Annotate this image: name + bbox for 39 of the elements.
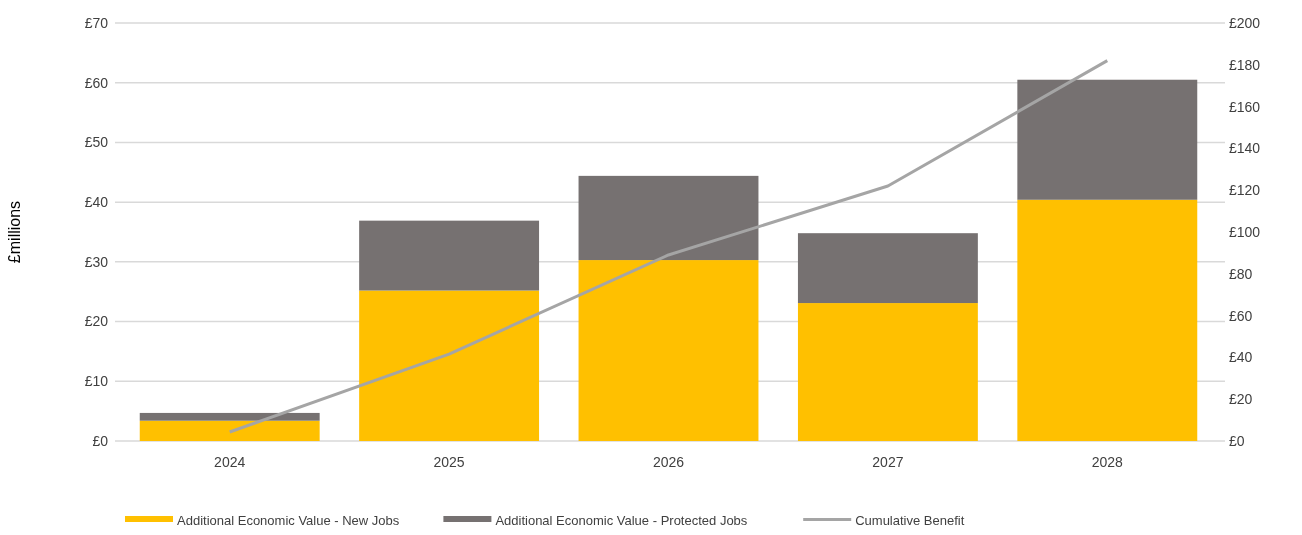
bar bbox=[578, 260, 759, 441]
bar bbox=[1017, 199, 1198, 441]
y-tick-label: £10 bbox=[84, 373, 109, 390]
x-tick-label: 2024 bbox=[214, 454, 246, 470]
x-tick-label: 2025 bbox=[433, 454, 465, 470]
bar bbox=[139, 412, 320, 421]
bar bbox=[1017, 79, 1198, 200]
y-tick-label: £20 bbox=[84, 313, 109, 330]
y-axis-title: £millions bbox=[6, 200, 23, 264]
x-tick-label: 2028 bbox=[1091, 454, 1124, 470]
bar bbox=[797, 233, 978, 304]
x-tick-label: 2027 bbox=[872, 454, 904, 470]
y2-tick-label: £120 bbox=[1229, 182, 1261, 199]
legend-label: Additional Economic Value - New Jobs bbox=[177, 512, 400, 528]
bar bbox=[359, 290, 540, 441]
y2-tick-label: £60 bbox=[1229, 307, 1253, 324]
y-tick-label: £50 bbox=[84, 134, 109, 151]
y2-tick-label: £200 bbox=[1229, 14, 1261, 31]
y2-tick-label: £20 bbox=[1229, 391, 1253, 408]
line-series bbox=[228, 59, 1109, 434]
x-tick-label: 2026 bbox=[652, 454, 685, 470]
bar bbox=[578, 175, 759, 261]
legend-label: Cumulative Benefit bbox=[855, 512, 965, 528]
bar bbox=[359, 220, 540, 291]
bar bbox=[139, 420, 320, 441]
y-tick-label: £40 bbox=[84, 194, 109, 211]
y2-tick-label: £100 bbox=[1229, 223, 1261, 240]
legend-label: Additional Economic Value - Protected Jobs bbox=[495, 512, 748, 528]
y-tick-label: £60 bbox=[84, 74, 109, 91]
y2-tick-label: £40 bbox=[1229, 349, 1253, 366]
y2-tick-label: £80 bbox=[1229, 265, 1253, 282]
bar bbox=[797, 303, 978, 441]
y2-tick-label: £160 bbox=[1229, 98, 1261, 115]
y-tick-label: £0 bbox=[92, 432, 109, 449]
y2-tick-label: £0 bbox=[1229, 432, 1245, 449]
y-tick-label: £30 bbox=[84, 253, 109, 270]
y-tick-label: £70 bbox=[84, 14, 109, 31]
y2-tick-label: £180 bbox=[1229, 56, 1261, 73]
y2-tick-label: £140 bbox=[1229, 140, 1261, 157]
